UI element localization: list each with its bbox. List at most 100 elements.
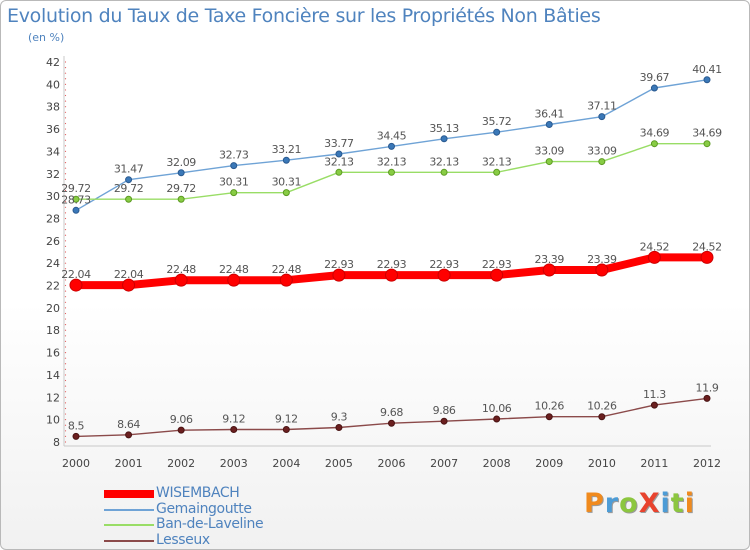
- data-point-lesseux: [72, 432, 80, 440]
- data-label: 35.13: [429, 122, 459, 135]
- data-label: 32.09: [166, 156, 196, 169]
- x-tick-label: 2011: [640, 457, 668, 470]
- y-minor-tick: [64, 385, 67, 387]
- y-minor-tick: [64, 312, 67, 315]
- data-point-gemaingoutte: [545, 120, 553, 128]
- data-point-gemaingoutte: [177, 169, 185, 177]
- y-minor-tick: [64, 340, 67, 343]
- data-label: 36.41: [535, 107, 565, 120]
- data-point-ban-de-laveline: [388, 168, 395, 176]
- data-point-lesseux: [545, 413, 553, 421]
- data-label: 30.31: [272, 176, 302, 189]
- data-point-gemaingoutte: [282, 156, 290, 164]
- y-minor-tick: [64, 111, 67, 113]
- y-minor-tick: [64, 307, 67, 309]
- x-tick-label: 2008: [483, 457, 511, 470]
- y-minor-tick: [64, 94, 67, 97]
- data-point-ban-de-laveline: [650, 140, 658, 148]
- y-minor-tick: [64, 117, 67, 119]
- y-minor-tick: [64, 419, 67, 421]
- data-label: 22.48: [272, 263, 302, 276]
- data-point-lesseux: [335, 423, 343, 431]
- data-point-wisembach: [490, 268, 504, 282]
- y-minor-tick: [64, 268, 67, 270]
- x-tick-label: 2012: [693, 457, 721, 470]
- legend-swatch: [104, 490, 154, 498]
- data-label: 35.72: [482, 115, 512, 128]
- data-label: 29.72: [166, 182, 196, 195]
- data-label: 31.47: [114, 163, 144, 176]
- y-minor-tick: [64, 391, 67, 393]
- data-label: 34.69: [692, 127, 722, 140]
- y-minor-tick: [64, 178, 67, 180]
- data-label: 33.09: [535, 145, 565, 158]
- y-minor-tick: [64, 139, 67, 141]
- y-minor-tick: [64, 156, 67, 158]
- y-minor-tick: [64, 212, 67, 214]
- y-tick-label: 8: [53, 436, 60, 449]
- data-point-ban-de-laveline: [282, 189, 290, 197]
- data-point-wisembach: [437, 268, 451, 282]
- x-tick-label: 2010: [588, 457, 616, 470]
- y-minor-tick: [64, 407, 67, 410]
- data-point-gemaingoutte: [440, 135, 448, 143]
- labels-wisembach: 22.04 22.04 22.48 22.48 22.48 22.93 22.93 22.93…: [61, 240, 722, 281]
- y-minor-tick: [64, 296, 67, 298]
- y-tick-label: 22: [46, 280, 60, 293]
- data-point-ban-de-laveline: [177, 195, 185, 203]
- y-minor-tick: [64, 346, 67, 348]
- y-minor-tick: [64, 435, 67, 438]
- legend-swatch: [104, 539, 154, 542]
- data-label: 24.52: [692, 240, 722, 253]
- y-minor-tick: [64, 396, 67, 398]
- y-tick-label: 42: [46, 56, 60, 69]
- data-label: 32.13: [482, 155, 512, 168]
- data-point-ban-de-laveline: [703, 140, 711, 148]
- data-label: 32.13: [429, 155, 459, 168]
- data-point-gemaingoutte: [598, 113, 606, 121]
- y-minor-tick: [64, 106, 67, 108]
- data-label: 34.45: [377, 129, 407, 142]
- y-minor-tick: [64, 217, 67, 220]
- data-label: 9.86: [433, 404, 456, 417]
- y-minor-tick: [64, 301, 67, 303]
- y-minor-tick: [64, 234, 67, 236]
- data-label: 22.93: [429, 258, 459, 271]
- data-point-lesseux: [650, 401, 658, 409]
- labels-lesseux: 8.5 8.64 9.06 9.12 9.12 9.3 9.68 9.86 10.06 10.26…: [68, 381, 719, 432]
- y-minor-tick: [64, 66, 67, 69]
- axes: 8 10 12 14 16 18 20 22 24 26 28 30 32 34 36 38 40 42 2000 2…: [46, 56, 721, 470]
- legend-swatch: [104, 508, 154, 511]
- y-tick-label: 36: [46, 123, 60, 136]
- x-tick-label: 2009: [535, 457, 563, 470]
- data-point-lesseux: [177, 426, 185, 434]
- y-minor-tick: [64, 284, 67, 287]
- data-label: 22.93: [377, 258, 407, 271]
- data-point-gemaingoutte: [72, 206, 80, 214]
- y-minor-tick: [64, 441, 67, 443]
- y-tick-label: 20: [46, 302, 60, 315]
- x-tick-label: 2002: [167, 457, 195, 470]
- data-label: 32.73: [219, 149, 249, 162]
- y-minor-tick: [64, 379, 67, 382]
- y-minor-tick: [64, 413, 67, 415]
- data-label: 29.72: [61, 182, 91, 195]
- data-point-gemaingoutte: [703, 76, 711, 84]
- y-tick-label: 30: [46, 190, 60, 203]
- data-point-lesseux: [125, 431, 133, 439]
- data-label: 22.48: [219, 263, 249, 276]
- data-label: 22.48: [166, 263, 196, 276]
- y-minor-tick: [64, 324, 67, 326]
- data-label: 9.06: [170, 413, 193, 426]
- labels-gemaingoutte: 28.73 31.47 32.09 32.73 33.21 33.77 34.45 35.13…: [61, 63, 722, 207]
- y-minor-tick: [64, 229, 67, 231]
- series-gemaingoutte: [72, 76, 711, 214]
- y-minor-tick: [64, 245, 67, 248]
- y-tick-label: 40: [46, 78, 60, 91]
- data-point-gemaingoutte: [650, 84, 658, 92]
- data-point-ban-de-laveline: [72, 195, 80, 203]
- y-minor-tick: [64, 134, 67, 136]
- data-label: 22.04: [114, 268, 144, 281]
- data-point-wisembach: [542, 263, 556, 277]
- data-label: 29.72: [114, 182, 144, 195]
